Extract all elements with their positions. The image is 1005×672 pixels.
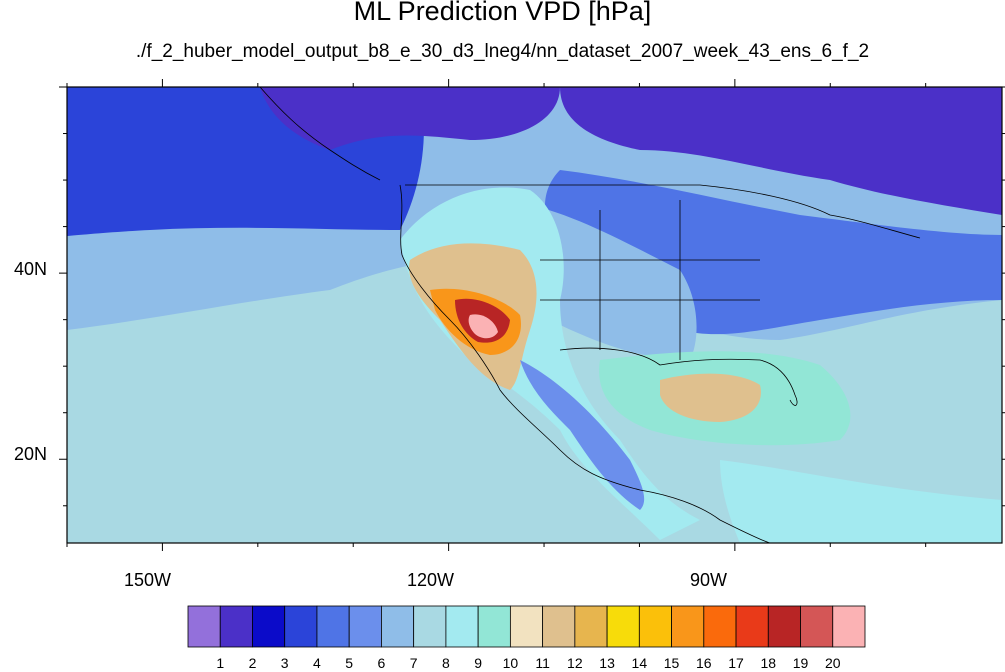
us-canada-border	[405, 184, 921, 239]
region-yucatan-warm	[660, 373, 761, 422]
colorbar-swatch	[671, 605, 705, 648]
colorbar-swatch	[542, 605, 576, 648]
region-mexico-highlands	[520, 360, 645, 510]
alaska-coastline	[259, 86, 381, 181]
colorbar-swatch	[800, 605, 834, 648]
region-alaska-coast	[260, 87, 560, 150]
colorbar-swatch	[767, 605, 801, 648]
colorbar-label: 12	[567, 655, 583, 671]
colorbar-label: 6	[377, 655, 386, 671]
colorbar-label: 13	[599, 655, 615, 671]
colorbar-swatch	[219, 605, 253, 648]
region-tropical-east	[720, 460, 1002, 543]
colorbar-label: 3	[280, 655, 289, 671]
colorbar-label: 14	[631, 655, 648, 671]
region-death-valley	[468, 314, 498, 339]
pacific-coastline	[399, 184, 771, 544]
chart-subtitle: ./f_2_huber_model_output_b8_e_30_d3_lneg…	[135, 41, 870, 62]
colorbar-swatch	[574, 605, 608, 648]
colorbar-label: 15	[663, 655, 680, 671]
colorbar-swatch	[509, 605, 544, 648]
colorbar-label: 8	[441, 655, 450, 671]
colorbar-label: 16	[696, 655, 712, 671]
colorbar-swatch	[252, 605, 286, 648]
colorbar-swatch	[348, 605, 382, 648]
region-canada-east	[560, 87, 1002, 215]
colorbar-swatch	[284, 605, 318, 648]
colorbar-swatch	[703, 605, 737, 648]
chart-title: ML Prediction VPD [hPa]	[353, 0, 652, 26]
map-frame	[66, 86, 1003, 544]
colorbar	[187, 605, 866, 648]
colorbar-swatch	[413, 605, 447, 648]
colorbar-label: 2	[248, 655, 257, 671]
colorbar-label: 10	[502, 655, 519, 671]
colorbar-label: 19	[792, 655, 809, 671]
lon-label-150w: 150W	[124, 570, 172, 590]
colorbar-label: 7	[409, 655, 418, 671]
colorbar-label: 1	[216, 655, 225, 671]
colorbar-label: 18	[760, 655, 777, 671]
colorbar-swatch	[316, 605, 350, 648]
field-layer	[67, 87, 1002, 543]
lon-label-90w: 90W	[690, 570, 728, 590]
colorbar-swatch	[477, 605, 511, 648]
colorbar-swatch	[381, 605, 415, 648]
colorbar-label: 9	[474, 655, 483, 671]
colorbar-swatch	[735, 605, 769, 648]
coastline-layer	[259, 86, 921, 544]
colorbar-label: 4	[313, 655, 321, 671]
colorbar-swatch	[187, 605, 221, 648]
colorbar-label: 17	[728, 655, 744, 671]
colorbar-swatch	[606, 605, 640, 648]
colorbar-label: 5	[345, 655, 354, 671]
lat-label-20n: 20N	[14, 444, 48, 464]
gulf-coastline	[559, 347, 798, 406]
lon-label-120w: 120W	[407, 570, 455, 590]
colorbar-swatch	[832, 605, 866, 648]
colorbar-swatch	[638, 605, 672, 648]
axis-ticks	[59, 79, 1005, 551]
lat-label-40n: 40N	[14, 259, 48, 279]
colorbar-swatch	[445, 605, 479, 648]
colorbar-label: 11	[535, 655, 550, 671]
colorbar-label: 20	[824, 655, 841, 671]
